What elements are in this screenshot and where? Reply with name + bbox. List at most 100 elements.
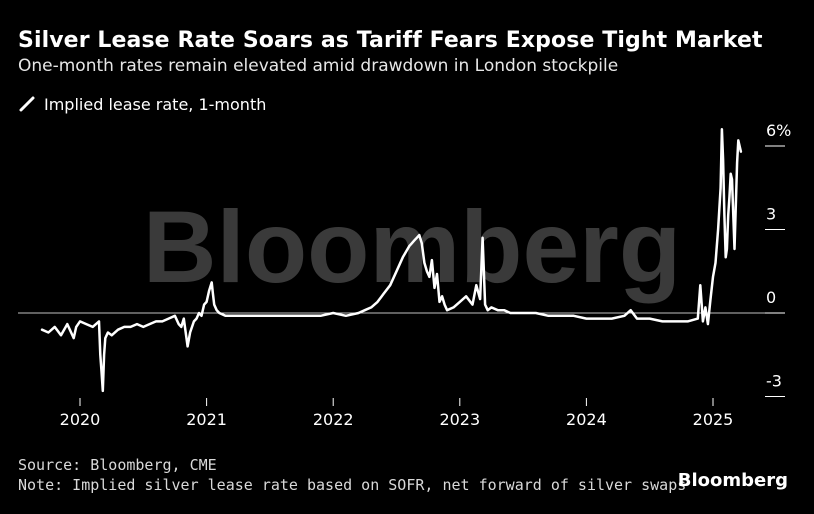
data-point	[443, 303, 446, 306]
data-point	[726, 248, 728, 250]
x-tick-label: 2020	[60, 410, 101, 429]
data-point	[103, 353, 105, 356]
legend-label: Implied lease rate, 1-month	[44, 94, 267, 114]
data-point	[200, 314, 203, 317]
data-point	[702, 320, 704, 323]
data-point	[231, 314, 233, 317]
data-point	[722, 159, 724, 161]
data-point	[186, 345, 189, 348]
data-point	[728, 195, 731, 198]
data-point	[436, 273, 438, 275]
data-point	[60, 334, 62, 337]
footnote: Note: Implied silver lease rate based on…	[18, 476, 687, 494]
data-point	[389, 284, 392, 287]
data-point	[515, 312, 518, 314]
bloomberg-logo: Bloomberg	[677, 470, 788, 491]
data-point	[174, 314, 176, 317]
data-point	[205, 301, 208, 303]
x-tick-label: 2024	[566, 410, 607, 429]
data-point	[182, 317, 185, 320]
x-tick-label: 2023	[439, 410, 480, 429]
data-point	[714, 262, 717, 264]
data-point	[709, 298, 712, 300]
data-point	[363, 309, 366, 312]
data-point	[142, 326, 145, 328]
data-point	[661, 320, 664, 323]
series-line	[40, 128, 743, 393]
data-point	[423, 262, 426, 264]
data-point	[256, 314, 259, 317]
data-point	[719, 186, 722, 189]
data-point	[110, 334, 113, 337]
data-point	[376, 301, 379, 303]
data-point	[269, 314, 271, 317]
data-point	[479, 298, 481, 300]
data-point	[212, 292, 214, 295]
data-point	[446, 309, 448, 312]
data-point	[696, 317, 699, 320]
data-point	[107, 331, 109, 334]
data-point	[218, 312, 221, 314]
axis-layer: 6% 3 0 -3 2020 2021 2022 2023 2024 2025	[18, 121, 791, 429]
data-point	[148, 323, 151, 325]
data-point	[195, 317, 198, 320]
data-point	[484, 303, 486, 306]
data-point	[717, 228, 719, 231]
x-tick-label: 2021	[186, 410, 227, 429]
data-point	[395, 270, 398, 273]
data-point	[636, 317, 638, 320]
data-point	[729, 172, 732, 175]
data-point	[503, 309, 505, 312]
data-point	[471, 303, 474, 306]
data-point	[101, 390, 104, 392]
data-point	[408, 245, 411, 248]
source-note: Source: Bloomberg, CME	[18, 456, 217, 474]
data-point	[486, 309, 489, 312]
data-point	[731, 178, 733, 181]
x-tick-label: 2022	[313, 410, 354, 429]
y-tick-label: 6%	[766, 121, 791, 140]
data-point	[136, 323, 138, 325]
data-point	[736, 161, 738, 164]
data-point	[465, 295, 467, 298]
data-point	[294, 314, 297, 317]
data-point	[215, 309, 218, 312]
data-point	[53, 326, 56, 328]
data-point	[572, 314, 575, 317]
data-point	[117, 328, 119, 331]
data-point	[598, 317, 600, 320]
data-point	[415, 236, 418, 239]
data-point	[629, 309, 632, 312]
data-point	[623, 314, 626, 317]
data-point	[161, 320, 164, 323]
y-tick-label: 3	[766, 205, 776, 224]
data-point	[426, 270, 428, 273]
data-point	[345, 314, 347, 317]
data-point	[180, 326, 183, 328]
data-point	[210, 281, 213, 284]
data-point	[560, 314, 562, 317]
data-point	[382, 292, 385, 295]
data-point	[452, 306, 455, 309]
chart-title: Silver Lease Rate Soars as Tariff Fears …	[18, 28, 763, 53]
data-point	[428, 275, 431, 278]
data-point	[438, 301, 441, 303]
data-point	[401, 256, 404, 259]
data-point	[332, 312, 335, 314]
data-point	[155, 320, 157, 323]
data-point	[79, 320, 81, 323]
data-point	[129, 326, 132, 328]
data-point	[47, 331, 50, 334]
data-point	[75, 326, 78, 328]
data-point	[724, 256, 727, 259]
data-point	[66, 323, 69, 325]
data-point	[699, 284, 702, 287]
data-point	[674, 320, 676, 323]
data-point	[723, 214, 726, 217]
data-point	[585, 317, 588, 320]
data-point	[177, 323, 180, 325]
y-tick-label: -3	[766, 372, 782, 391]
data-point	[319, 314, 322, 317]
data-point	[610, 317, 613, 320]
